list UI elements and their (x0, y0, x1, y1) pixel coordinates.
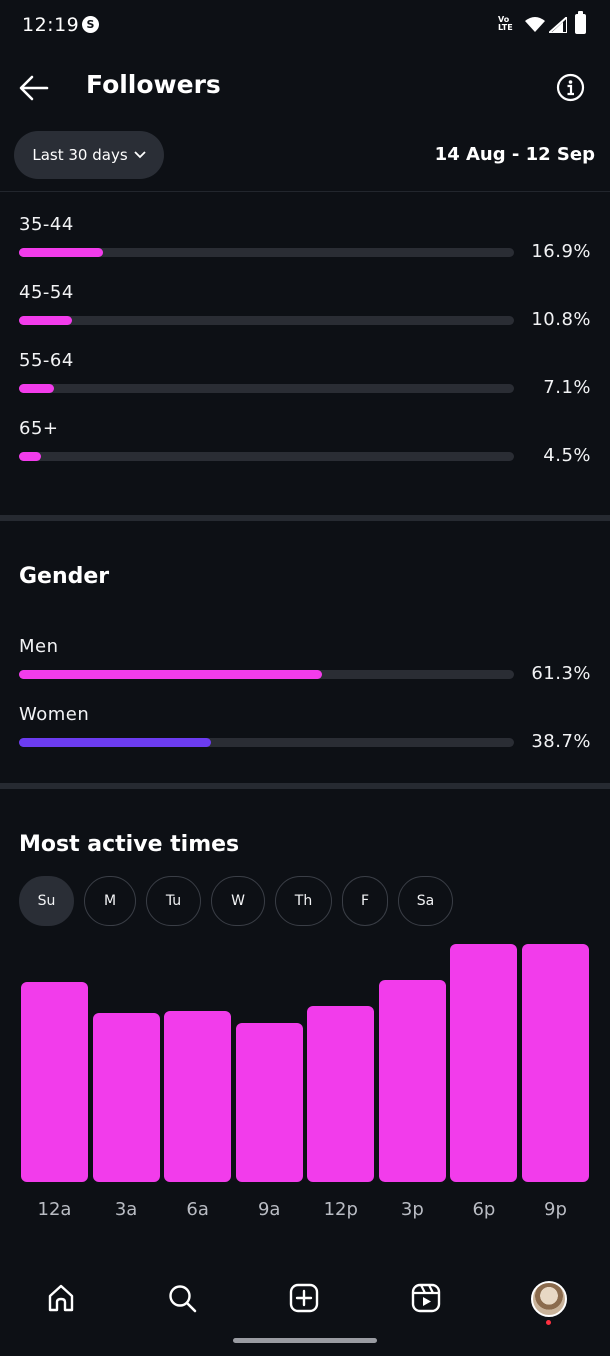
chart-x-label: 6p (472, 1199, 496, 1220)
divider (0, 191, 610, 192)
gender-label: Women (19, 704, 90, 725)
age-group-row: 45-54 10.8% (19, 282, 591, 342)
age-group-percent: 4.5% (543, 445, 591, 466)
status-bar: 12:19 S Vo LTE (0, 0, 610, 54)
date-range-dropdown[interactable]: Last 30 days (14, 131, 164, 179)
age-group-row: 55-64 7.1% (19, 350, 591, 410)
chart-bar-3p[interactable] (378, 979, 446, 1182)
home-icon[interactable] (45, 1282, 77, 1314)
day-chip-sa[interactable]: Sa (398, 876, 453, 926)
age-group-fill (19, 384, 55, 393)
bottom-nav (0, 1270, 610, 1330)
chart-x-label: 6a (186, 1199, 209, 1220)
age-group-track (19, 248, 514, 257)
chart-x-label: 9p (544, 1199, 567, 1220)
gender-track (19, 670, 514, 679)
age-group-percent: 10.8% (531, 309, 591, 330)
day-chip-w[interactable]: W (211, 876, 265, 926)
chart-bar-6a[interactable] (164, 1010, 232, 1182)
day-chip-su[interactable]: Su (19, 876, 74, 926)
chart-bar-12a[interactable] (21, 982, 88, 1182)
profile-avatar[interactable] (531, 1281, 567, 1317)
chart-x-label: 9a (257, 1199, 281, 1220)
search-icon[interactable] (166, 1282, 198, 1314)
chart-x-label: 3a (114, 1199, 138, 1220)
gender-fill (19, 738, 211, 747)
battery-icon (575, 11, 586, 34)
gender-fill (19, 670, 323, 679)
notification-dot (546, 1320, 551, 1325)
age-group-label: 65+ (19, 418, 59, 439)
active-times-title: Most active times (19, 832, 240, 857)
age-group-label: 45-54 (19, 282, 74, 303)
chart-bar-9a[interactable] (235, 1022, 303, 1182)
chart-bar-3a[interactable] (92, 1013, 160, 1182)
gender-label: Men (19, 636, 59, 657)
section-divider (0, 515, 610, 521)
chart-bar-6p[interactable] (450, 944, 518, 1182)
gender-title: Gender (19, 564, 110, 589)
age-group-percent: 7.1% (543, 377, 591, 398)
gender-row-men: Men 61.3% (19, 636, 591, 696)
gender-percent: 61.3% (531, 663, 591, 684)
date-range-text: 14 Aug - 12 Sep (434, 144, 595, 165)
app-header: Followers (0, 54, 610, 124)
chart-x-label: 12a (37, 1199, 72, 1220)
status-time: 12:19 (22, 14, 80, 36)
chart-x-label: 3p (400, 1199, 424, 1220)
age-group-fill (19, 452, 42, 461)
age-group-label: 55-64 (19, 350, 74, 371)
gender-row-women: Women 38.7% (19, 704, 591, 764)
signal-icon (549, 17, 567, 33)
age-group-track (19, 384, 514, 393)
day-chip-tu[interactable]: Tu (146, 876, 201, 926)
gender-percent: 38.7% (531, 731, 591, 752)
chevron-down-icon (134, 151, 146, 159)
age-group-fill (19, 316, 73, 325)
gender-track (19, 738, 514, 747)
age-group-track (19, 316, 514, 325)
info-circle-icon[interactable] (556, 73, 585, 102)
chart-bar-9p[interactable] (522, 944, 589, 1182)
day-chip-m[interactable]: M (84, 876, 136, 926)
day-chip-th[interactable]: Th (275, 876, 332, 926)
day-selector: Su M Tu W Th F Sa (19, 876, 453, 928)
date-range-dropdown-label: Last 30 days (32, 146, 128, 164)
age-group-row: 65+ 4.5% (19, 418, 591, 478)
age-group-label: 35-44 (19, 214, 74, 235)
age-group-percent: 16.9% (531, 241, 591, 262)
age-group-row: 35-44 16.9% (19, 214, 591, 274)
page-title: Followers (86, 70, 221, 99)
notification-badge-icon: S (82, 16, 99, 33)
age-group-fill (19, 248, 103, 257)
reels-icon[interactable] (410, 1282, 442, 1314)
section-divider (0, 783, 610, 789)
chart-x-label: 12p (323, 1199, 358, 1220)
home-indicator[interactable] (233, 1338, 377, 1343)
volte-icon: Vo LTE (498, 15, 513, 32)
active-times-bar-chart: 12a 3a 6a 9a 12p 3p 6p 9p (21, 940, 589, 1230)
arrow-left-icon[interactable] (18, 74, 50, 102)
age-group-track (19, 452, 514, 461)
chart-bar-12p[interactable] (307, 1005, 375, 1182)
wifi-icon (525, 17, 545, 32)
create-plus-icon[interactable] (288, 1282, 320, 1314)
day-chip-f[interactable]: F (342, 876, 388, 926)
